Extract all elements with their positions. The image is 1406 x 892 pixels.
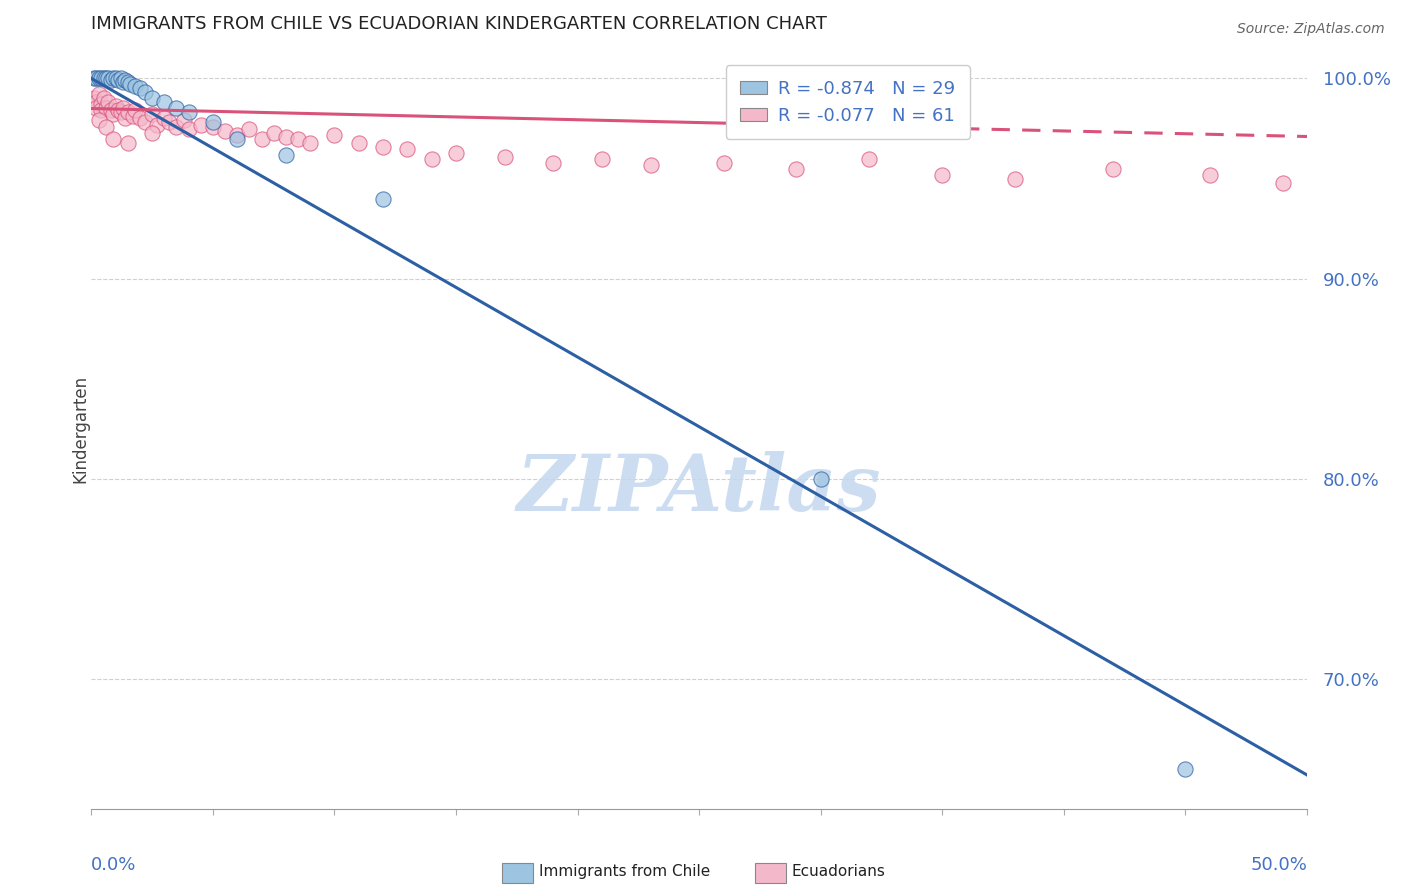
Y-axis label: Kindergarten: Kindergarten <box>72 375 89 483</box>
Point <box>94 102 117 116</box>
Point <box>134 115 156 129</box>
Point <box>347 136 370 150</box>
Point <box>274 129 297 144</box>
Point <box>117 136 139 150</box>
Text: IMMIGRANTS FROM CHILE VS ECUADORIAN KINDERGARTEN CORRELATION CHART: IMMIGRANTS FROM CHILE VS ECUADORIAN KIND… <box>91 15 827 33</box>
Point <box>104 99 127 113</box>
Point <box>114 73 136 87</box>
Point <box>396 142 419 156</box>
Point <box>104 71 127 86</box>
Point <box>111 75 134 89</box>
Text: Ecuadorians: Ecuadorians <box>792 864 886 879</box>
Point <box>83 71 105 86</box>
Point <box>93 91 115 105</box>
Legend: R = -0.874   N = 29, R = -0.077   N = 61: R = -0.874 N = 29, R = -0.077 N = 61 <box>725 65 970 139</box>
Point <box>371 139 394 153</box>
Point <box>543 155 565 169</box>
Point <box>83 91 105 105</box>
Point <box>177 105 200 120</box>
Point <box>94 71 117 86</box>
Point <box>1198 168 1220 182</box>
Point <box>444 145 467 160</box>
Point <box>97 95 120 110</box>
Text: 50.0%: 50.0% <box>1250 856 1308 874</box>
Point <box>97 71 120 86</box>
Point <box>201 120 224 134</box>
Point <box>299 136 322 150</box>
Point <box>90 103 112 118</box>
Point <box>124 103 146 118</box>
Point <box>263 126 285 140</box>
Point <box>107 73 129 87</box>
Point <box>165 102 187 116</box>
Point <box>90 71 112 86</box>
Point <box>238 121 260 136</box>
Point <box>226 131 249 145</box>
Point <box>134 86 156 100</box>
Point <box>107 103 129 118</box>
Point <box>1004 171 1026 186</box>
Point <box>84 102 107 116</box>
Text: ZIPAtlas: ZIPAtlas <box>517 451 882 528</box>
Point <box>103 71 125 86</box>
Point <box>87 87 110 102</box>
Point <box>287 131 309 145</box>
Point <box>146 118 169 132</box>
Point <box>114 112 136 126</box>
Point <box>129 81 152 95</box>
Point <box>87 71 110 86</box>
Point <box>84 95 107 110</box>
Point <box>173 113 195 128</box>
Point <box>93 71 115 86</box>
Point <box>1101 161 1123 176</box>
Point <box>323 128 346 142</box>
Point <box>141 126 163 140</box>
Point <box>103 107 125 121</box>
Point <box>201 115 224 129</box>
Point <box>117 75 139 89</box>
Point <box>810 472 832 486</box>
Point <box>494 149 516 163</box>
Point <box>371 192 394 206</box>
Point <box>100 103 122 118</box>
Text: Source: ZipAtlas.com: Source: ZipAtlas.com <box>1237 22 1385 37</box>
Point <box>110 71 132 86</box>
Point <box>141 91 163 105</box>
Point <box>129 112 152 126</box>
Point <box>785 161 807 176</box>
Point <box>190 118 212 132</box>
Point <box>141 107 163 121</box>
Point <box>153 112 176 126</box>
Point <box>165 120 187 134</box>
Point <box>121 110 143 124</box>
Point <box>87 113 110 128</box>
Point <box>858 152 880 166</box>
Point <box>1271 176 1294 190</box>
Point <box>640 157 662 171</box>
Point <box>90 97 112 112</box>
Point <box>226 128 249 142</box>
Point <box>274 147 297 161</box>
Point <box>250 131 273 145</box>
Point <box>110 105 132 120</box>
Point <box>214 123 236 137</box>
Point <box>157 115 180 129</box>
Point <box>1174 762 1197 776</box>
Point <box>124 79 146 94</box>
Point <box>153 95 176 110</box>
Point <box>120 78 142 92</box>
Point <box>117 105 139 120</box>
Point <box>713 155 735 169</box>
Point <box>931 168 953 182</box>
Text: Immigrants from Chile: Immigrants from Chile <box>538 864 710 879</box>
Point <box>84 71 107 86</box>
Point <box>103 131 125 145</box>
Point <box>591 152 613 166</box>
Point <box>111 102 134 116</box>
Point <box>100 73 122 87</box>
Point <box>94 120 117 134</box>
Text: 0.0%: 0.0% <box>91 856 136 874</box>
Point <box>177 121 200 136</box>
Point <box>420 152 443 166</box>
